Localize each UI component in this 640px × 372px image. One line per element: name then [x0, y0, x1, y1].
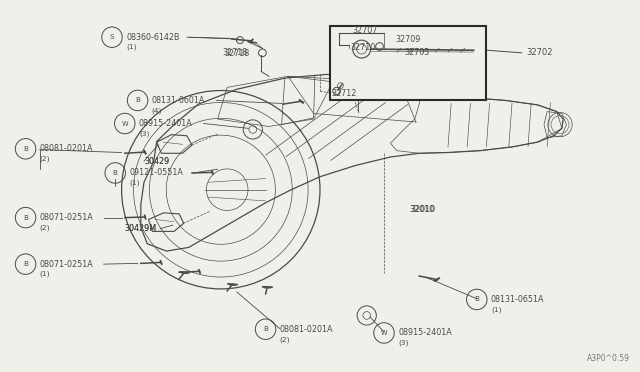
Bar: [330, 26, 486, 100]
Text: 08071-0251A: 08071-0251A: [40, 213, 93, 222]
Text: 30429M: 30429M: [125, 224, 157, 233]
Text: 08915-2401A: 08915-2401A: [398, 328, 452, 337]
Text: W: W: [381, 330, 387, 336]
Text: 32010: 32010: [410, 205, 435, 214]
Text: (4): (4): [152, 107, 162, 114]
Text: 32010: 32010: [411, 205, 436, 214]
Text: 08360-6142B: 08360-6142B: [126, 33, 180, 42]
Text: 09121-0551A: 09121-0551A: [129, 169, 183, 177]
Text: W: W: [122, 121, 128, 126]
Text: 30429M: 30429M: [125, 224, 157, 233]
Text: 32710: 32710: [351, 43, 376, 52]
Text: 30429: 30429: [144, 157, 169, 166]
Text: 08081-0201A: 08081-0201A: [40, 144, 93, 153]
Text: (3): (3): [139, 130, 149, 137]
Text: S: S: [109, 34, 115, 40]
Text: 32703: 32703: [404, 48, 429, 57]
Text: B: B: [23, 215, 28, 221]
Text: 08081-0201A: 08081-0201A: [280, 325, 333, 334]
Text: 32709: 32709: [396, 35, 421, 44]
Text: 08915-2401A: 08915-2401A: [139, 119, 193, 128]
Text: (1): (1): [129, 180, 140, 186]
Text: (2): (2): [40, 155, 51, 162]
Text: 30429: 30429: [144, 157, 169, 166]
Text: 32702: 32702: [526, 48, 552, 57]
Text: (1): (1): [126, 44, 137, 51]
Text: B: B: [23, 146, 28, 152]
Text: (2): (2): [40, 224, 51, 231]
Text: (1): (1): [40, 271, 51, 278]
Text: 08131-0601A: 08131-0601A: [152, 96, 205, 105]
Text: 08071-0251A: 08071-0251A: [40, 260, 93, 269]
Text: (2): (2): [280, 336, 291, 343]
Text: B: B: [474, 296, 479, 302]
Text: 32718: 32718: [223, 48, 248, 57]
Text: 32718: 32718: [224, 49, 249, 58]
Text: A3P0^0.59: A3P0^0.59: [588, 354, 630, 363]
Text: B: B: [113, 170, 118, 176]
Text: B: B: [263, 326, 268, 332]
Text: 08131-0651A: 08131-0651A: [491, 295, 545, 304]
Text: 32712: 32712: [332, 89, 357, 98]
Text: B: B: [23, 261, 28, 267]
Text: (1): (1): [491, 306, 502, 313]
Text: (3): (3): [398, 340, 408, 346]
Text: 32707: 32707: [352, 26, 378, 35]
Text: B: B: [135, 97, 140, 103]
